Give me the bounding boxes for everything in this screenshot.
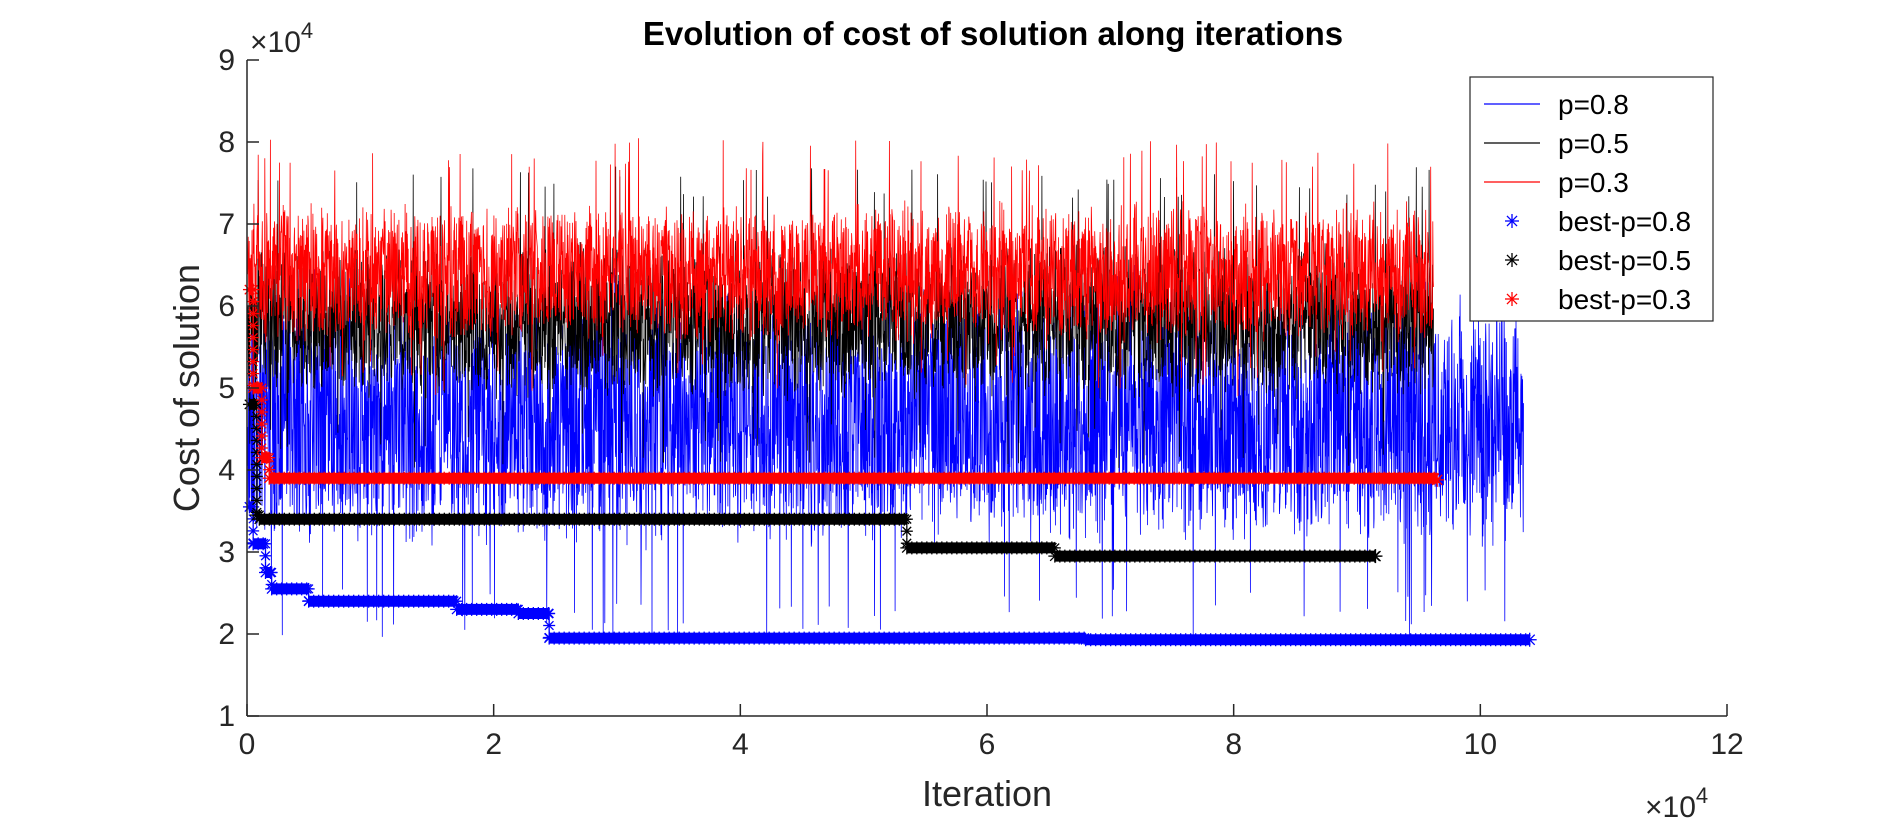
x-tick-label: 6 [979,728,996,761]
best-marker [255,418,268,430]
best-marker [247,367,260,380]
legend-marker-swatch [1505,253,1519,267]
best-marker [250,422,263,435]
best-marker [247,355,260,368]
best-marker [255,430,268,442]
y-tick-label: 2 [218,618,235,651]
best-marker [247,343,260,356]
legend-item: p=0.8 [1484,89,1629,120]
legend-item: best-p=0.3 [1505,284,1691,315]
y-tick-label: 4 [218,454,235,487]
best-marker [1430,472,1445,487]
legend-label: p=0.3 [1558,167,1629,198]
y-tick-label: 7 [218,208,235,241]
legend-label: p=0.5 [1558,128,1629,159]
legend-label: best-p=0.5 [1558,245,1691,276]
x-axis-ticks: 0 2 4 6 8 10 12 [239,704,1744,761]
best-marker [247,524,260,537]
x-axis-title: Iteration [922,773,1052,814]
best-marker [250,458,263,471]
best-marker [247,331,260,344]
best-marker [250,482,263,495]
legend-item: best-p=0.8 [1505,206,1691,237]
series-markers-best-p=0.3 [242,283,1445,487]
y-axis-ticks: 1 2 3 4 5 6 7 8 9 [218,44,259,733]
legend-label: best-p=0.8 [1558,206,1691,237]
series-markers-best-p=0.5 [242,397,1383,564]
y-tick-label: 9 [218,44,235,77]
y-tick-label: 3 [218,536,235,569]
series-layer [242,138,1537,647]
x-tick-label: 4 [732,728,749,761]
legend-item: p=0.5 [1484,128,1629,159]
y-tick-label: 8 [218,126,235,159]
y-tick-label: 5 [218,372,235,405]
x-tick-label: 0 [239,728,256,761]
best-marker [900,513,913,526]
y-tick-label: 1 [218,700,235,733]
x-tick-label: 2 [485,728,502,761]
y-axis-multiplier: ×104 [250,18,313,59]
x-tick-label: 10 [1464,728,1497,761]
series-line-p=0.3 [246,138,1434,397]
best-marker [302,582,315,595]
best-marker [1368,549,1383,564]
x-axis-multiplier: ×104 [1645,783,1708,820]
y-axis-title: Cost of solution [166,264,207,512]
best-marker [247,283,260,296]
legend-box [1469,76,1714,322]
best-marker [259,549,272,562]
best-marker [543,619,556,632]
best-marker [259,537,272,550]
legend-label: best-p=0.3 [1558,284,1691,315]
legend-label: p=0.8 [1558,89,1629,120]
series-markers-best-p=0.8 [242,500,1537,647]
x-tick-label: 8 [1225,728,1242,761]
best-marker [543,607,556,620]
best-marker [1522,632,1537,647]
best-marker [263,451,276,464]
best-marker [250,494,263,507]
y-tick-label: 6 [218,290,235,323]
legend-item: p=0.3 [1484,167,1629,198]
legend-item: best-p=0.5 [1505,245,1691,276]
x-tick-label: 12 [1710,728,1743,761]
legend-marker-swatch [1505,292,1519,306]
best-marker [250,470,263,483]
best-marker [247,307,260,320]
best-marker [255,394,268,406]
legend: p=0.8 p=0.5 p=0.3 best-p=0.8 best-p=0.5 best-… [1469,76,1714,322]
best-marker [900,525,913,538]
chart-title: Evolution of cost of solution along iter… [643,15,1343,52]
legend-marker-swatch [1505,214,1519,228]
best-marker [265,566,278,579]
best-marker [247,319,260,332]
best-marker [255,406,268,418]
